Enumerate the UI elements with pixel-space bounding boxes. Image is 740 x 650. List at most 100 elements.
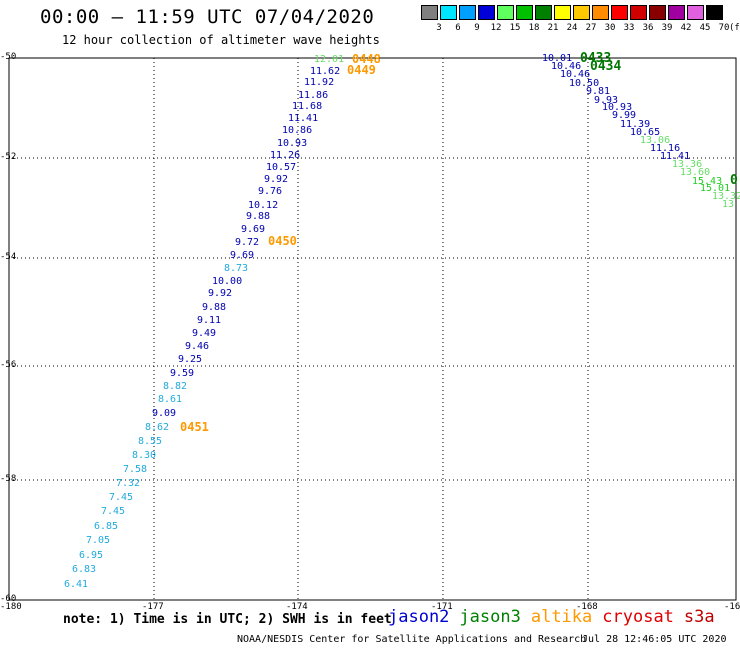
color-swatch <box>630 5 647 20</box>
wave-height-value: 9.88 <box>202 302 226 313</box>
wave-height-value: 13.06 <box>640 135 670 146</box>
color-swatch <box>706 5 723 20</box>
wave-height-value: 7.58 <box>123 464 147 475</box>
color-scale-label: 3 <box>436 23 442 33</box>
legend-cryosat: cryosat <box>602 607 674 627</box>
wave-height-value: 10.86 <box>282 125 312 136</box>
wave-height-value: 6.85 <box>94 521 118 532</box>
color-scale-label: 42 <box>680 23 692 33</box>
longitude-tick-label: -16 <box>724 602 740 612</box>
wave-height-value: 6.41 <box>64 579 88 590</box>
color-swatch <box>554 5 571 20</box>
latitude-tick-label: -52 <box>0 152 17 162</box>
color-scale-label: 27 <box>585 23 597 33</box>
wave-height-value: 10.00 <box>212 276 242 287</box>
wave-height-value: 6.95 <box>79 550 103 561</box>
generated-datestamp: Jul 28 12:46:05 UTC 2020 <box>582 634 727 645</box>
wave-height-value: 10.12 <box>248 200 278 211</box>
color-scale-label: 70 <box>718 23 730 33</box>
wave-height-value: 12.01 <box>314 54 344 65</box>
map-subtitle: 12 hour collection of altimeter wave hei… <box>62 33 380 47</box>
wave-height-value: 9.72 <box>235 237 259 248</box>
color-swatch <box>573 5 590 20</box>
wave-height-value: 9.69 <box>230 250 254 261</box>
wave-height-value: 8.61 <box>158 394 182 405</box>
latitude-tick-label: -56 <box>0 360 17 370</box>
color-scale-label: 12 <box>490 23 502 33</box>
color-swatch <box>516 5 533 20</box>
wave-height-value: 9.49 <box>192 328 216 339</box>
color-scale-unit: (ft) <box>729 23 740 33</box>
wave-height-value: 10.46 <box>560 69 590 80</box>
color-scale-label: 18 <box>528 23 540 33</box>
pass-time-label: 0449 <box>347 63 376 77</box>
wave-height-value: 15.01 <box>700 183 730 194</box>
wave-height-value: 11.92 <box>304 77 334 88</box>
color-swatch <box>497 5 514 20</box>
legend-jason3: jason3 <box>459 607 521 627</box>
color-swatch <box>535 5 552 20</box>
wave-height-value: 11.16 <box>650 143 680 154</box>
wave-height-value: 8.30 <box>132 450 156 461</box>
color-swatch <box>611 5 628 20</box>
wave-height-value: 7.45 <box>109 492 133 503</box>
color-scale-label: 24 <box>566 23 578 33</box>
longitude-tick-label: -177 <box>142 602 164 612</box>
color-scale-label: 15 <box>509 23 521 33</box>
color-scale-label: 45 <box>699 23 711 33</box>
color-scale-label: 30 <box>604 23 616 33</box>
longitude-tick-label: -180 <box>0 602 22 612</box>
wave-height-value: 9.76 <box>258 186 282 197</box>
wave-height-value: 8.73 <box>224 263 248 274</box>
wave-height-value: 11.41 <box>288 113 318 124</box>
wave-height-value: 9.11 <box>197 315 221 326</box>
color-scale-label: 36 <box>642 23 654 33</box>
latitude-tick-label: -54 <box>0 252 17 262</box>
wave-height-value: 9.81 <box>586 86 610 97</box>
wave-height-value: 10.65 <box>630 127 660 138</box>
wave-height-value: 6.83 <box>72 564 96 575</box>
wave-height-value: 13.36 <box>672 159 702 170</box>
wave-height-value: 11.41 <box>660 151 690 162</box>
wave-height-value: 11.86 <box>298 90 328 101</box>
wave-height-value: 9.46 <box>185 341 209 352</box>
color-scale-label: 39 <box>661 23 673 33</box>
wave-height-value: 13 <box>722 199 734 210</box>
legend-jason2: jason2 <box>388 607 450 627</box>
longitude-tick-label: -168 <box>576 602 598 612</box>
color-swatch <box>592 5 609 20</box>
longitude-tick-label: -174 <box>286 602 308 612</box>
wave-height-value: 9.59 <box>170 368 194 379</box>
map-title: 00:00 – 11:59 UTC 07/04/2020 <box>40 6 375 28</box>
color-swatch <box>459 5 476 20</box>
wave-height-value: 8.82 <box>163 381 187 392</box>
wave-height-value: 13.60 <box>680 167 710 178</box>
wave-height-value: 9.69 <box>241 224 265 235</box>
wave-height-value: 15.43 <box>692 176 722 187</box>
map-frame <box>8 57 737 601</box>
wave-height-value: 7.45 <box>101 506 125 517</box>
wave-height-value: 10.46 <box>551 61 581 72</box>
color-scale-label: 33 <box>623 23 635 33</box>
wave-height-value: 11.39 <box>620 119 650 130</box>
latitude-tick-label: -60 <box>0 594 17 604</box>
color-scale-label: 9 <box>474 23 480 33</box>
wave-height-value: 11.62 <box>310 66 340 77</box>
wave-height-value: 9.99 <box>612 110 636 121</box>
wave-height-value: 13.32 <box>712 191 740 202</box>
pass-time-label: 0433 <box>580 51 611 66</box>
color-swatch <box>478 5 495 20</box>
wave-height-value: 8.62 <box>145 422 169 433</box>
color-swatch <box>668 5 685 20</box>
color-swatch <box>421 5 438 20</box>
wave-height-value: 7.32 <box>116 478 140 489</box>
wave-height-value: 9.93 <box>594 95 618 106</box>
legend-altika: altika <box>530 607 593 627</box>
pass-time-label: 0450 <box>268 234 297 248</box>
color-swatch <box>440 5 457 20</box>
color-swatch <box>687 5 704 20</box>
wave-height-value: 9.25 <box>178 354 202 365</box>
wave-height-value: 10.93 <box>602 102 632 113</box>
wave-height-value: 7.05 <box>86 535 110 546</box>
